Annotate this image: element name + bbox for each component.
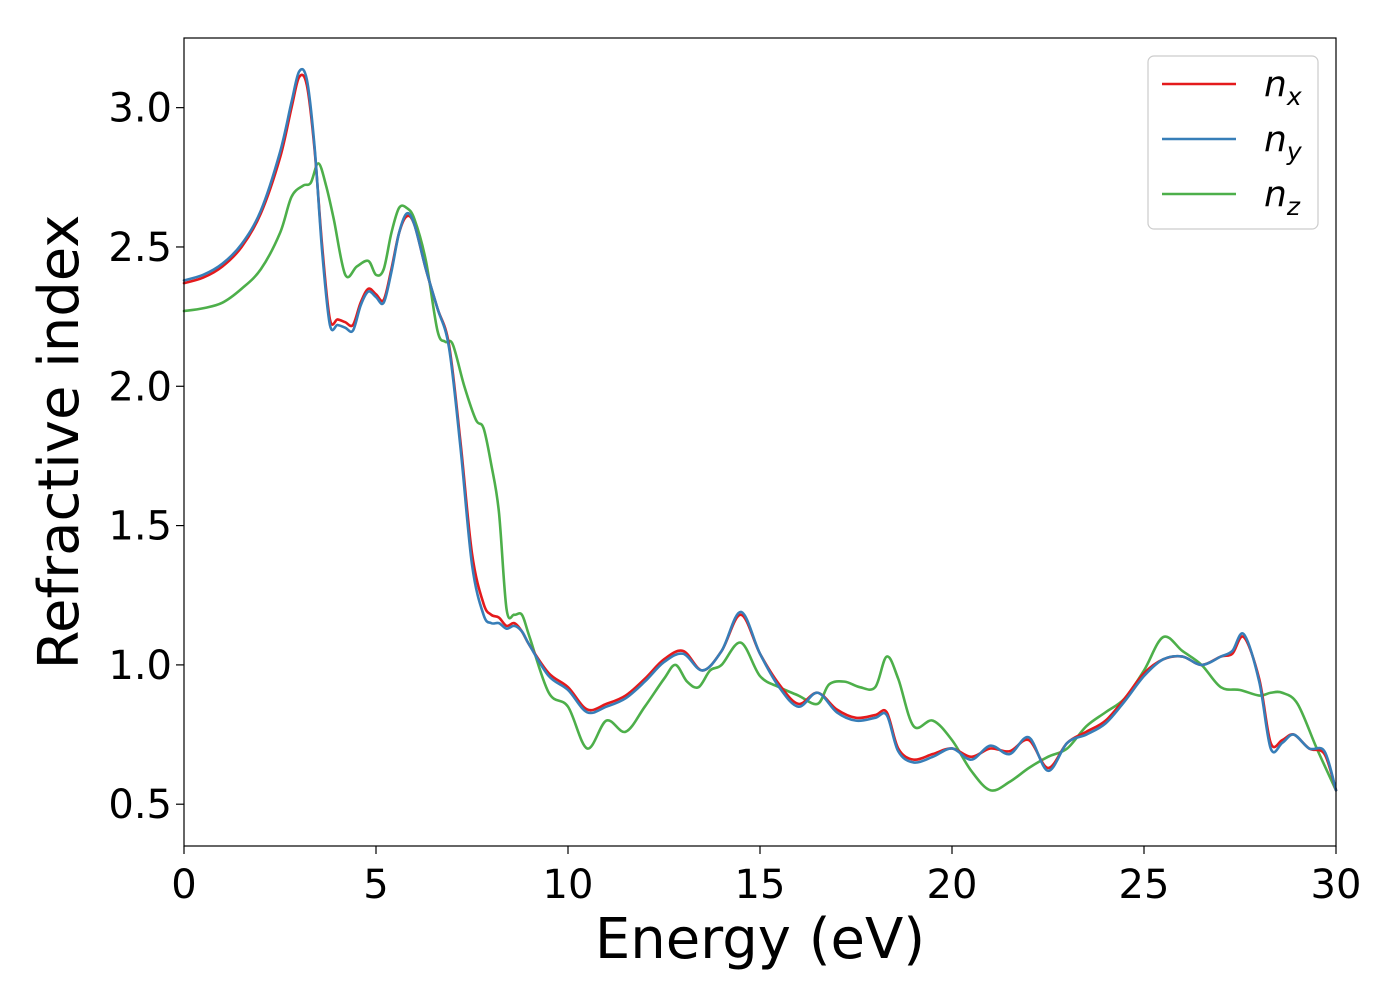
legend-label-subscript: x bbox=[1286, 82, 1302, 111]
y-tick-label: 2.5 bbox=[108, 225, 172, 271]
legend-label-subscript: y bbox=[1286, 137, 1303, 166]
series-line-y bbox=[182, 67, 1338, 792]
y-tick-label: 2.0 bbox=[108, 364, 172, 410]
y-axis-ticks: 0.5 1.0 1.5 2.0 2.5 3.0 bbox=[108, 86, 184, 828]
x-tick-label: 10 bbox=[543, 862, 594, 908]
y-tick-label: 1.0 bbox=[108, 643, 172, 689]
x-tick-label: 5 bbox=[363, 862, 388, 908]
legend-label-subscript: z bbox=[1286, 192, 1301, 221]
y-tick-label: 1.5 bbox=[108, 504, 172, 550]
series-layer bbox=[182, 67, 1338, 792]
x-axis-ticks: 0 5 10 15 20 25 30 bbox=[171, 846, 1361, 908]
x-tick-label: 25 bbox=[1119, 862, 1170, 908]
y-tick-label: 3.0 bbox=[108, 86, 172, 132]
x-tick-label: 15 bbox=[735, 862, 786, 908]
x-tick-label: 0 bbox=[171, 862, 196, 908]
y-axis-label: Refractive index bbox=[27, 215, 92, 670]
legend-label-base: n bbox=[1264, 174, 1287, 215]
legend-label-base: n bbox=[1264, 119, 1287, 160]
legend-label-z: nz bbox=[1264, 174, 1301, 221]
legend-label-base: n bbox=[1264, 64, 1287, 105]
legend-label-x: nx bbox=[1264, 64, 1302, 111]
series-line-z bbox=[182, 162, 1338, 792]
y-tick-label: 0.5 bbox=[108, 782, 172, 828]
x-tick-label: 30 bbox=[1311, 862, 1362, 908]
plot-area bbox=[184, 38, 1336, 846]
legend-label-y: ny bbox=[1264, 119, 1303, 166]
x-tick-label: 20 bbox=[927, 862, 978, 908]
x-axis-label: Energy (eV) bbox=[595, 907, 925, 972]
series-line-x bbox=[182, 73, 1338, 792]
legend-frame bbox=[1147, 55, 1319, 230]
